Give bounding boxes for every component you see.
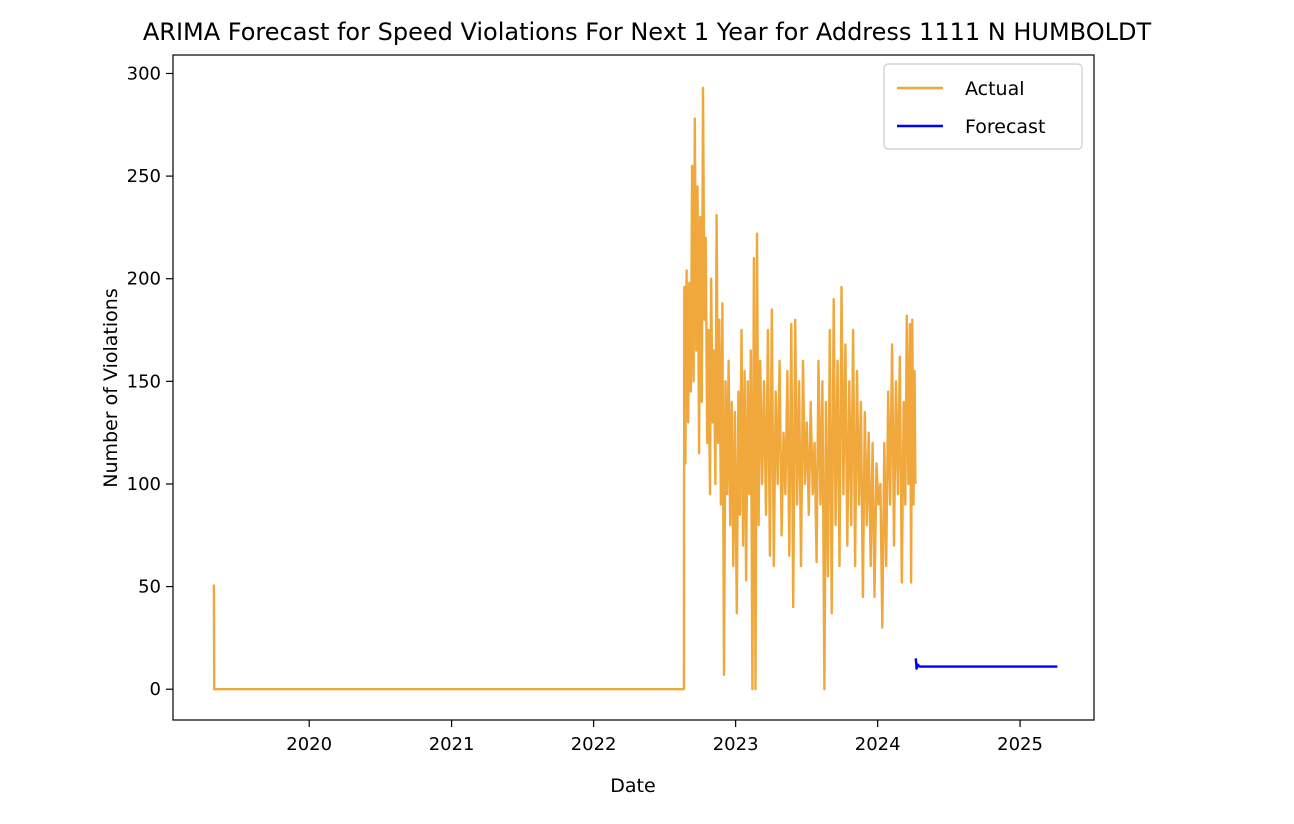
y-axis-label: Number of Violations (100, 288, 122, 487)
y-axis: 0 50 100 150 200 250 300 (127, 63, 173, 700)
series-line-forecast (914, 658, 1058, 670)
y-tick-label: 50 (138, 577, 161, 598)
legend-label-forecast: Forecast (965, 116, 1045, 138)
x-axis-label: Date (610, 775, 655, 797)
plot-area (172, 54, 1095, 721)
x-tick-label: 2024 (855, 734, 901, 755)
y-tick-label: 250 (127, 166, 161, 187)
chart-title: ARIMA Forecast for Speed Violations For … (143, 18, 1152, 46)
y-tick-label: 0 (150, 679, 161, 700)
y-tick-label: 300 (127, 63, 161, 84)
plot-frame (172, 54, 1095, 721)
y-tick-label: 150 (127, 371, 161, 392)
y-tick-label: 200 (127, 269, 161, 290)
x-tick-label: 2022 (571, 734, 617, 755)
x-tick-label: 2020 (286, 734, 332, 755)
legend-label-actual: Actual (965, 78, 1025, 100)
x-tick-label: 2025 (997, 734, 1043, 755)
series-line-actual (212, 86, 917, 691)
x-tick-label: 2023 (713, 734, 759, 755)
legend: Actual Forecast (883, 63, 1083, 150)
x-axis: 2020 2021 2022 2023 2024 2025 (286, 720, 1043, 755)
y-tick-label: 100 (127, 474, 161, 495)
legend-box (883, 63, 1083, 150)
series-layer (212, 86, 1058, 691)
x-tick-label: 2021 (429, 734, 475, 755)
